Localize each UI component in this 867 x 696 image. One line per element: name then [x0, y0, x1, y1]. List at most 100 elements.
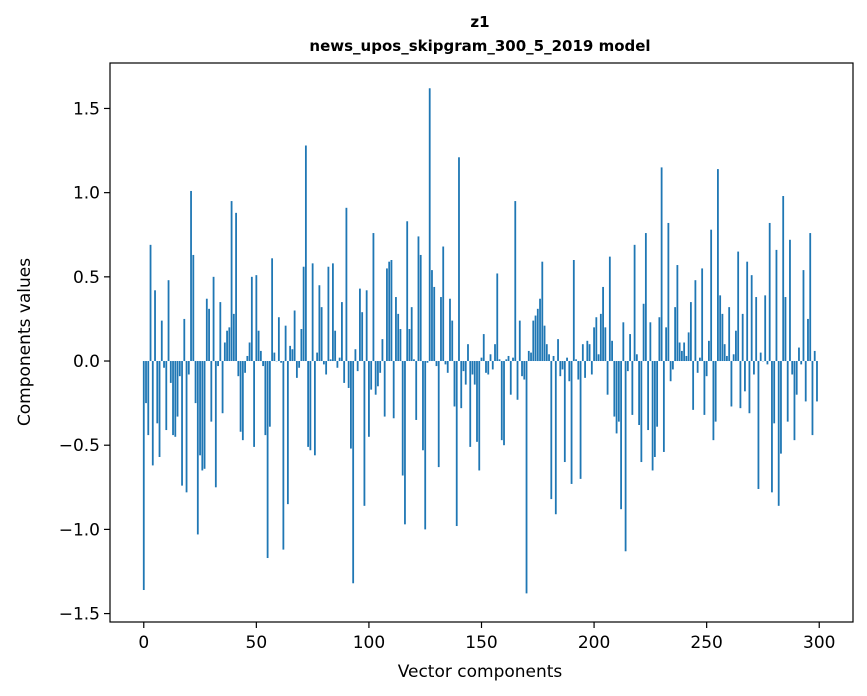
bar — [640, 361, 643, 463]
bar — [642, 303, 645, 362]
bar — [350, 361, 352, 449]
bar — [721, 313, 724, 362]
bar — [210, 361, 213, 422]
bar — [228, 327, 231, 362]
x-axis-ticks: 0 50 100 150 200 250 300 — [138, 622, 835, 653]
bar — [163, 361, 165, 368]
bar — [804, 361, 807, 402]
bar — [750, 275, 753, 362]
bar — [377, 361, 379, 387]
bar — [381, 339, 384, 362]
bar — [816, 361, 818, 402]
bar — [388, 261, 391, 362]
bar — [230, 201, 233, 362]
bar — [766, 361, 769, 365]
bar — [426, 361, 429, 363]
bar — [491, 361, 494, 370]
bar — [543, 325, 546, 362]
bar — [435, 361, 438, 367]
x-tick-label: 200 — [578, 633, 610, 653]
bar — [759, 352, 762, 362]
bar — [487, 361, 490, 375]
bar — [192, 254, 195, 362]
bar — [570, 361, 573, 484]
bar — [338, 357, 341, 362]
bar — [757, 361, 760, 489]
x-tick-label: 0 — [138, 633, 149, 653]
bar — [744, 361, 746, 392]
bar — [737, 251, 740, 362]
bar — [158, 361, 161, 457]
bar — [246, 355, 249, 362]
x-tick-label: 300 — [803, 633, 835, 653]
bar — [399, 329, 402, 362]
bar — [320, 307, 323, 362]
bar — [431, 270, 433, 362]
bar — [460, 361, 463, 409]
bar — [178, 361, 181, 377]
bar — [151, 361, 154, 466]
bar — [201, 361, 204, 471]
bar — [590, 361, 593, 375]
bar — [512, 357, 514, 362]
bar — [422, 361, 424, 451]
bar — [343, 361, 346, 383]
bar — [226, 330, 228, 362]
bar — [755, 297, 758, 362]
bar — [669, 361, 672, 382]
y-axis-label: Components values — [15, 258, 35, 426]
bar — [293, 310, 296, 362]
bar — [705, 361, 708, 377]
bar — [295, 361, 298, 378]
bar — [653, 361, 656, 457]
bar — [732, 354, 735, 362]
bar — [764, 295, 767, 362]
bar — [401, 361, 404, 476]
bar — [266, 361, 269, 559]
bar — [307, 361, 310, 447]
bar — [217, 361, 219, 367]
bar — [730, 361, 733, 407]
bar — [165, 361, 168, 431]
bar — [615, 361, 618, 434]
bar — [728, 307, 731, 362]
bar — [232, 313, 235, 362]
bar — [347, 361, 350, 388]
bar — [325, 361, 328, 375]
bar — [341, 302, 343, 362]
bar — [183, 318, 186, 362]
bar — [539, 298, 541, 362]
bar — [552, 355, 555, 362]
bar — [478, 361, 481, 471]
bar — [784, 297, 787, 362]
y-tick-label: 0.0 — [73, 352, 100, 372]
y-tick-label: −1.0 — [59, 520, 100, 540]
bar — [809, 233, 812, 362]
bar — [638, 361, 641, 425]
bar — [789, 239, 791, 362]
bar — [410, 307, 413, 362]
bar — [692, 361, 695, 410]
bar — [345, 207, 348, 362]
bar — [462, 361, 465, 372]
bar — [647, 361, 650, 431]
bar — [791, 361, 794, 375]
bar — [696, 361, 699, 373]
bar — [174, 361, 177, 437]
bar — [480, 357, 483, 362]
bar — [255, 275, 258, 362]
x-tick-label: 100 — [353, 633, 385, 653]
bar — [613, 361, 616, 417]
bar — [581, 344, 584, 362]
bar — [379, 361, 382, 373]
bar — [651, 361, 654, 471]
bar — [390, 260, 393, 362]
bar — [685, 355, 688, 362]
bar — [196, 361, 199, 535]
bar — [271, 258, 274, 362]
bar — [408, 329, 411, 362]
bar — [244, 361, 246, 373]
bar — [392, 361, 395, 419]
bar — [701, 268, 704, 362]
bar — [771, 361, 773, 493]
